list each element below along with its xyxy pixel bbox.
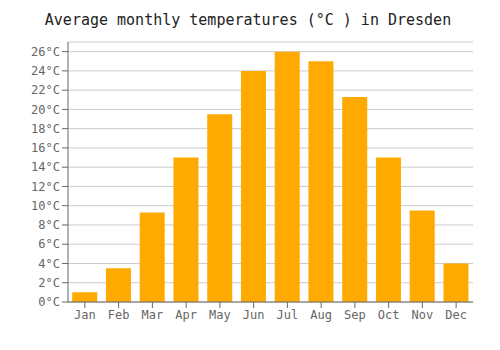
- svg-text:4°C: 4°C: [38, 257, 60, 271]
- svg-text:14°C: 14°C: [31, 160, 60, 174]
- svg-text:Oct: Oct: [378, 308, 400, 322]
- svg-text:10°C: 10°C: [31, 199, 60, 213]
- svg-text:Dec: Dec: [445, 308, 467, 322]
- svg-text:6°C: 6°C: [38, 237, 60, 251]
- svg-text:22°C: 22°C: [31, 83, 60, 97]
- svg-text:Jun: Jun: [243, 308, 265, 322]
- svg-text:Sep: Sep: [344, 308, 366, 322]
- svg-text:Feb: Feb: [108, 308, 130, 322]
- svg-text:18°C: 18°C: [31, 122, 60, 136]
- svg-text:Nov: Nov: [412, 308, 434, 322]
- svg-text:24°C: 24°C: [31, 64, 60, 78]
- svg-text:May: May: [209, 308, 231, 322]
- svg-text:0°C: 0°C: [38, 295, 60, 309]
- svg-text:Mar: Mar: [142, 308, 164, 322]
- html-text:Average monthly temperatures (: Average monthly temperatures (°C ) in Dr…: [44, 11, 452, 29]
- svg-text:Aug: Aug: [310, 308, 332, 322]
- svg-text:12°C: 12°C: [31, 180, 60, 194]
- svg-text:Apr: Apr: [175, 308, 197, 322]
- svg-text:26°C: 26°C: [31, 45, 60, 59]
- svg-text:Jul: Jul: [277, 308, 299, 322]
- svg-text:16°C: 16°C: [31, 141, 60, 155]
- svg-text:8°C: 8°C: [38, 218, 60, 232]
- svg-text:Jan: Jan: [74, 308, 96, 322]
- svg-text:20°C: 20°C: [31, 103, 60, 117]
- svg-text:2°C: 2°C: [38, 276, 60, 290]
